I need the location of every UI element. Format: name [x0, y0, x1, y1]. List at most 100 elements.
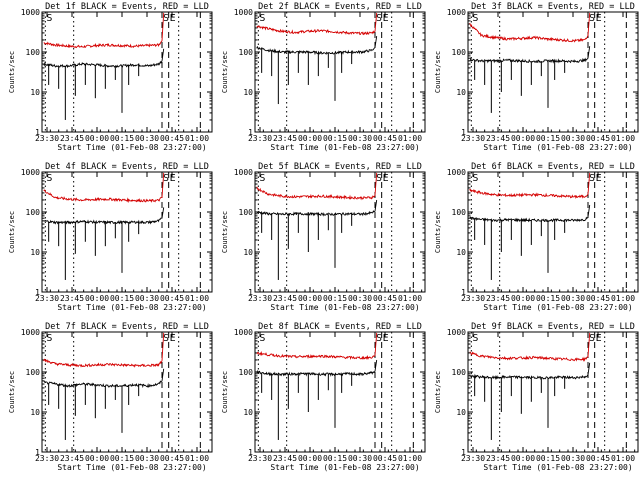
- time-marker-label: S: [472, 173, 478, 184]
- time-marker-label: S: [589, 333, 595, 344]
- time-marker-label: S: [376, 333, 382, 344]
- y-tick-label: 10: [243, 248, 253, 257]
- lld-rate-line: [43, 172, 165, 204]
- x-tick-label: 01:00: [611, 294, 635, 303]
- y-tick-label: 1000: [234, 328, 253, 337]
- x-tick-label: 23:30: [461, 134, 485, 143]
- lld-rate-line: [256, 12, 378, 36]
- chart-panel-6: Det 6f BLACK = Events, RED = LLD 1 10 100 10…: [434, 162, 639, 312]
- lld-rate-line: [256, 332, 378, 360]
- y-tick-label: 100: [26, 368, 41, 377]
- chart-panel-4: Det 4f BLACK = Events, RED = LLD 1 10 100 10…: [8, 162, 213, 312]
- y-axis-label: Counts/sec: [434, 371, 442, 413]
- x-tick-label: 00:30: [135, 454, 159, 463]
- y-axis-label: Counts/sec: [221, 371, 229, 413]
- y-tick-label: 100: [239, 48, 254, 57]
- y-tick-label: 10: [456, 408, 466, 417]
- y-tick-label: 10: [243, 408, 253, 417]
- x-axis-label: Start Time (01-Feb-08 23:27:00): [483, 463, 632, 472]
- event-rate-line: [469, 204, 591, 223]
- x-tick-label: 00:45: [373, 134, 397, 143]
- x-tick-label: 00:30: [348, 454, 372, 463]
- event-rate-line: [256, 359, 378, 377]
- x-tick-label: 23:30: [248, 454, 272, 463]
- x-axis-label: Start Time (01-Feb-08 23:27:00): [270, 143, 419, 152]
- y-tick-label: 10: [456, 88, 466, 97]
- time-marker-label: E: [383, 333, 389, 344]
- x-tick-label: 23:30: [461, 294, 485, 303]
- x-axis-label: Start Time (01-Feb-08 23:27:00): [57, 303, 206, 312]
- y-axis-label: Counts/sec: [8, 211, 16, 253]
- x-tick-label: 01:00: [398, 294, 422, 303]
- y-tick-label: 100: [239, 208, 254, 217]
- chart-title: Det 8f BLACK = Events, RED = LLD: [258, 322, 422, 332]
- y-tick-label: 1000: [21, 8, 40, 17]
- chart-title: Det 4f BLACK = Events, RED = LLD: [45, 162, 209, 172]
- x-tick-label: 23:30: [35, 134, 59, 143]
- time-marker-label: S: [46, 13, 52, 24]
- x-tick-label: 00:15: [110, 134, 134, 143]
- time-marker-label: E: [170, 333, 176, 344]
- x-tick-label: 00:15: [323, 454, 347, 463]
- x-tick-label: 00:30: [348, 294, 372, 303]
- x-tick-label: 00:45: [373, 294, 397, 303]
- time-marker-label: E: [596, 173, 602, 184]
- x-tick-label: 00:00: [511, 134, 535, 143]
- chart-panel-1: Det 1f BLACK = Events, RED = LLD 1 10 100 10…: [8, 2, 213, 152]
- time-marker-label: S: [259, 333, 265, 344]
- y-tick-label: 10: [30, 408, 40, 417]
- x-axis-label: Start Time (01-Feb-08 23:27:00): [270, 463, 419, 472]
- lld-rate-line: [469, 172, 591, 200]
- plot-frame: [41, 11, 213, 133]
- x-tick-label: 23:30: [248, 134, 272, 143]
- lld-rate-line: [43, 332, 165, 368]
- x-tick-label: 01:00: [185, 294, 209, 303]
- y-tick-label: 10: [243, 88, 253, 97]
- y-tick-label: 1000: [447, 168, 466, 177]
- plot-frame: [254, 171, 426, 293]
- x-axis-label: Start Time (01-Feb-08 23:27:00): [270, 303, 419, 312]
- y-tick-label: 100: [452, 208, 467, 217]
- x-tick-label: 00:30: [135, 294, 159, 303]
- chart-panel-3: Det 3f BLACK = Events, RED = LLD 1 10 100 10…: [434, 2, 639, 152]
- x-tick-label: 00:00: [298, 454, 322, 463]
- event-rate-line: [469, 362, 591, 381]
- x-tick-label: 00:45: [160, 454, 184, 463]
- x-tick-label: 00:00: [511, 454, 535, 463]
- chart-title: Det 7f BLACK = Events, RED = LLD: [45, 322, 209, 332]
- time-marker-label: S: [376, 13, 382, 24]
- y-tick-label: 1000: [234, 168, 253, 177]
- time-marker-label: E: [596, 13, 602, 24]
- x-tick-label: 00:30: [561, 454, 585, 463]
- x-tick-label: 01:00: [185, 134, 209, 143]
- x-tick-label: 00:30: [561, 294, 585, 303]
- chart-panel-8: Det 8f BLACK = Events, RED = LLD 1 10 100 10…: [221, 322, 426, 472]
- lld-rate-line: [43, 12, 165, 49]
- x-tick-label: 23:45: [273, 134, 297, 143]
- x-tick-label: 00:15: [323, 294, 347, 303]
- x-tick-label: 00:15: [536, 294, 560, 303]
- x-tick-label: 23:30: [248, 294, 272, 303]
- y-tick-label: 100: [26, 48, 41, 57]
- y-tick-label: 1: [461, 448, 466, 457]
- x-tick-label: 01:00: [611, 454, 635, 463]
- x-tick-label: 00:45: [586, 134, 610, 143]
- y-axis-label: Counts/sec: [434, 51, 442, 93]
- y-tick-label: 1: [461, 128, 466, 137]
- x-tick-label: 23:30: [35, 294, 59, 303]
- chart-panel-5: Det 5f BLACK = Events, RED = LLD 1 10 100 10…: [221, 162, 426, 312]
- plot-frame: [467, 171, 639, 293]
- plot-frame: [254, 11, 426, 133]
- y-axis-label: Counts/sec: [221, 51, 229, 93]
- lld-rate-line: [469, 12, 591, 43]
- chart-panel-7: Det 7f BLACK = Events, RED = LLD 1 10 100 10…: [8, 322, 213, 472]
- y-tick-label: 1: [35, 448, 40, 457]
- x-tick-label: 00:15: [536, 134, 560, 143]
- y-axis-label: Counts/sec: [8, 51, 16, 93]
- y-tick-label: 1000: [447, 328, 466, 337]
- time-marker-label: S: [472, 333, 478, 344]
- time-marker-label: S: [163, 173, 169, 184]
- time-marker-label: E: [170, 173, 176, 184]
- chart-panel-2: Det 2f BLACK = Events, RED = LLD 1 10 100 10…: [221, 2, 426, 152]
- x-tick-label: 23:45: [486, 294, 510, 303]
